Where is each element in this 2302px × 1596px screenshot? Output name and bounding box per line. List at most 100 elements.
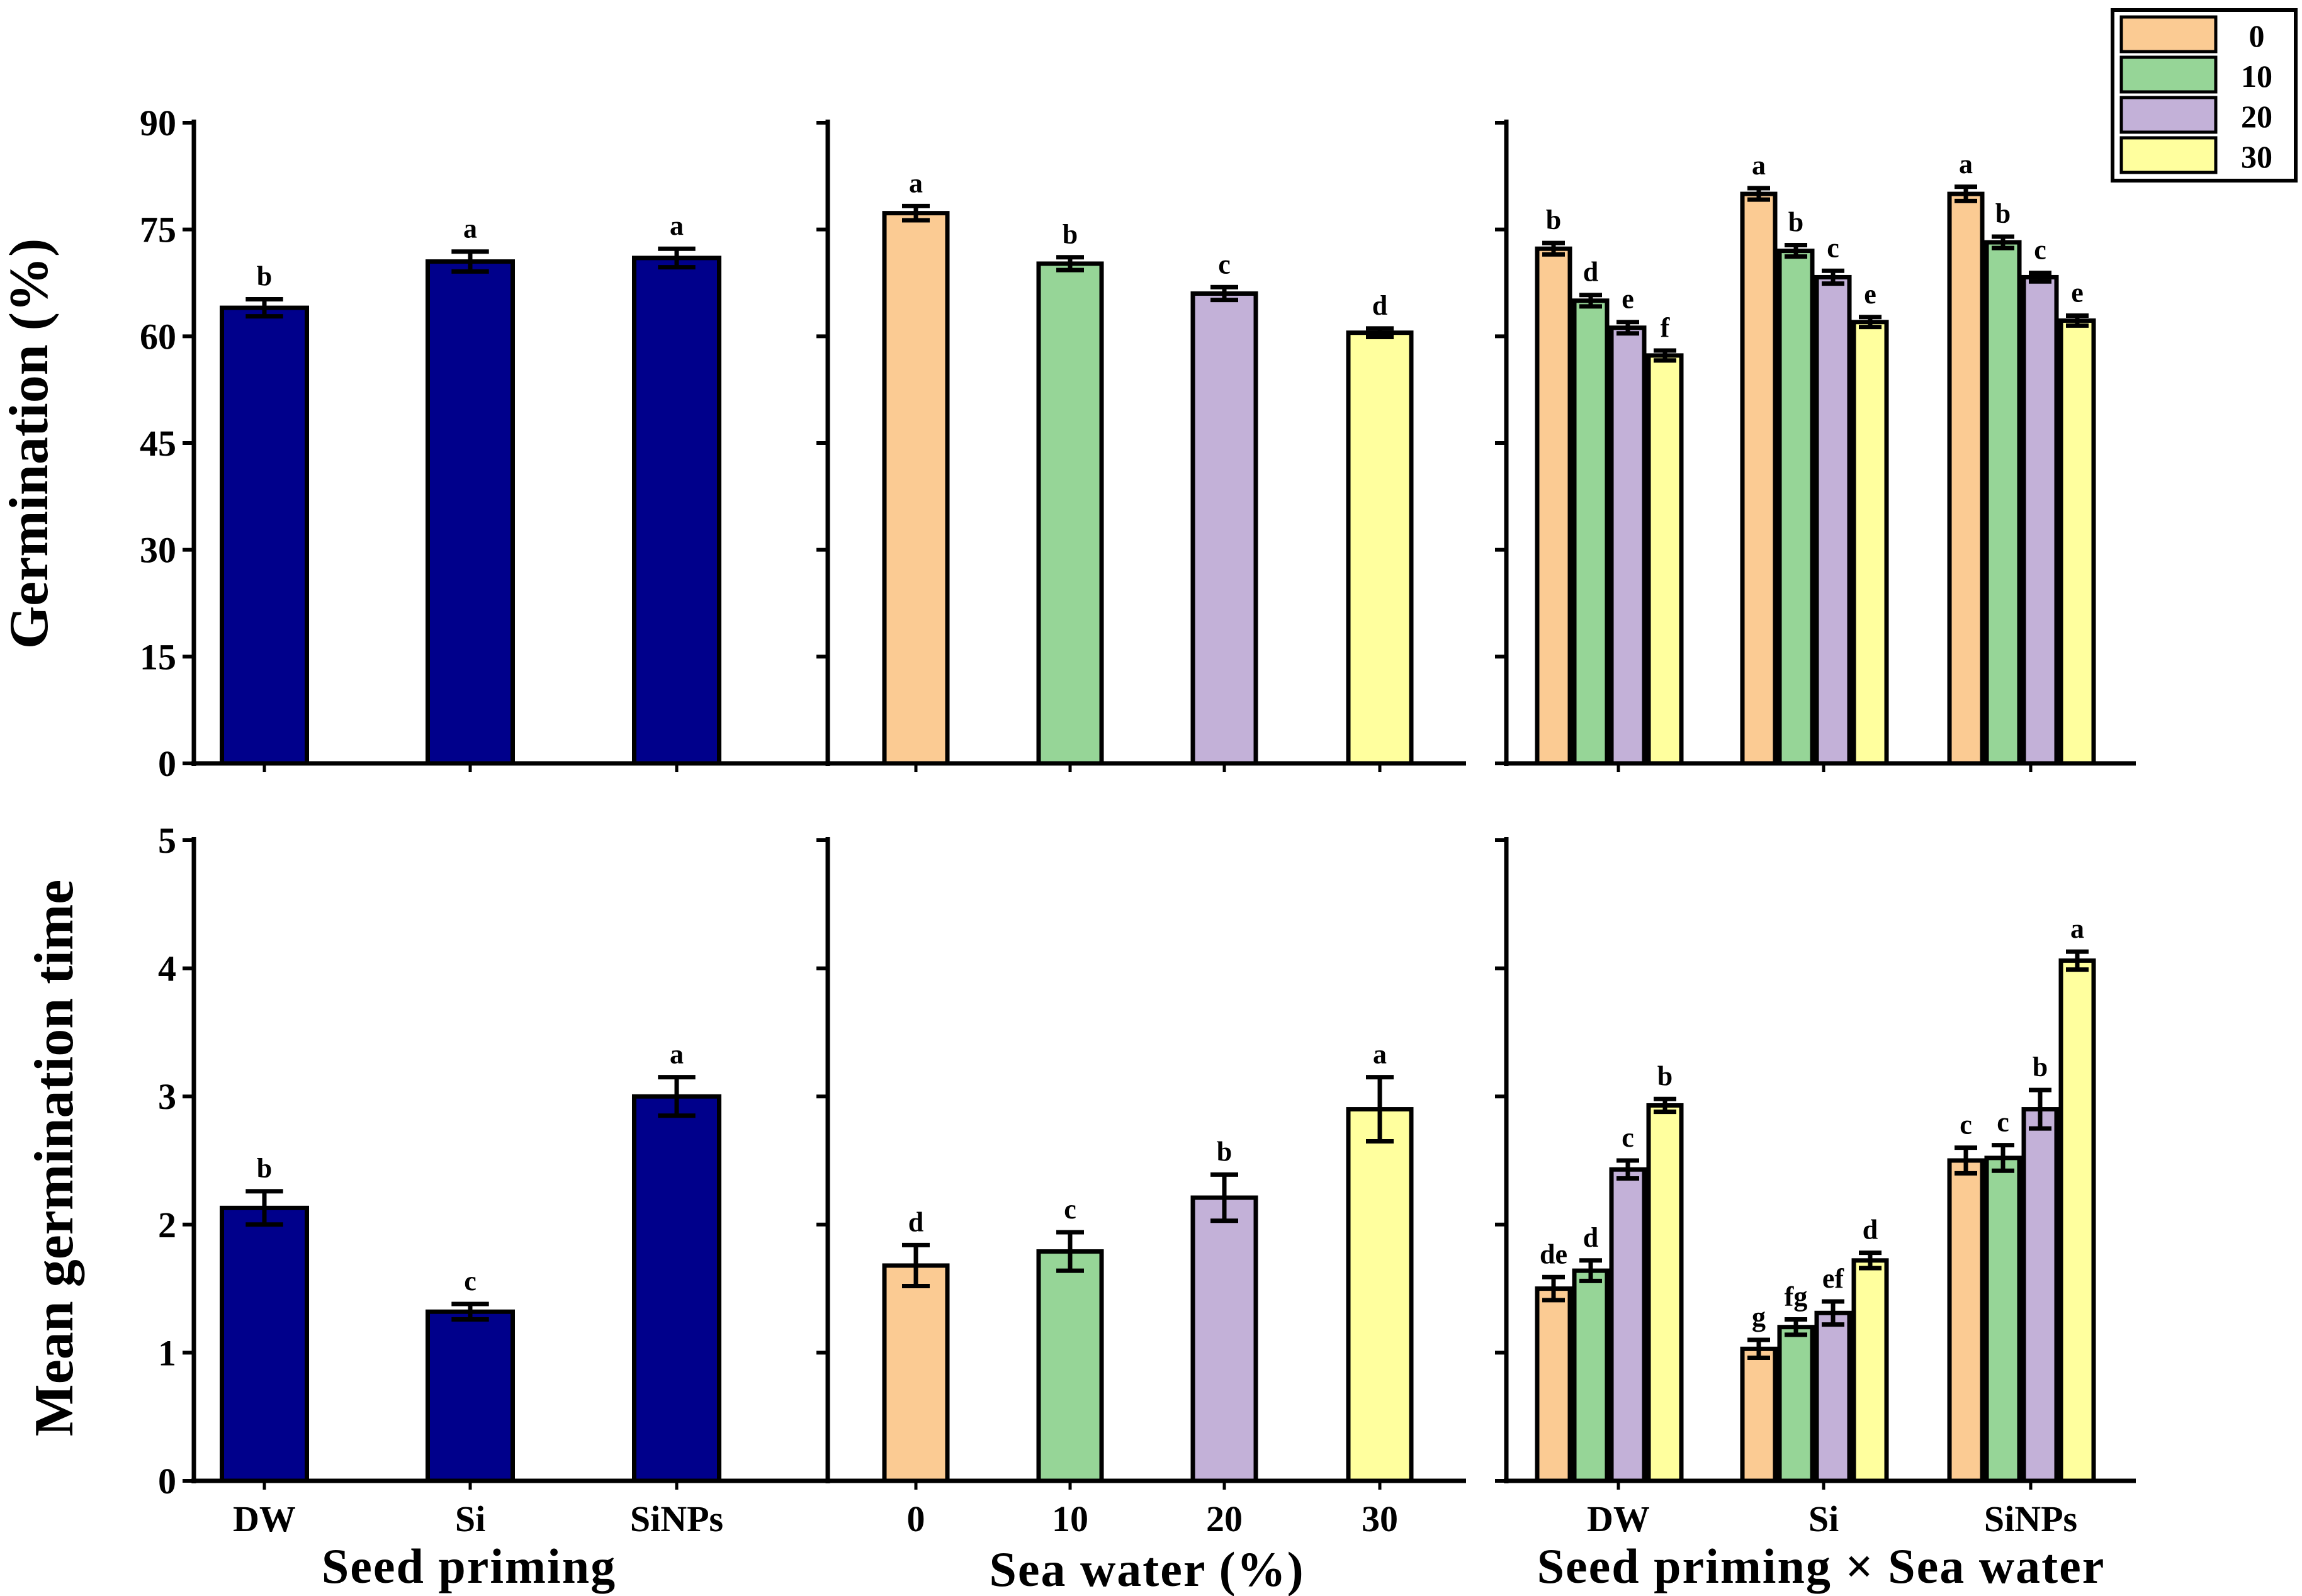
significance-letter: fg	[1785, 1281, 1808, 1312]
bar	[1814, 274, 1852, 766]
x-tick-label: 10	[1052, 1498, 1088, 1539]
bar	[220, 305, 309, 766]
bar	[1851, 1258, 1889, 1483]
significance-letter: a	[909, 167, 923, 198]
germination-seawater-panel: a b c d	[816, 120, 1466, 772]
mgt-seawater-panel: d 0 c 10 b 20 a 30	[816, 837, 1466, 1539]
bar	[426, 1309, 515, 1483]
y-tick-label: 15	[140, 636, 176, 677]
significance-letter: a	[2070, 913, 2084, 944]
bar	[1535, 1286, 1572, 1483]
bar	[1572, 298, 1610, 766]
legend-label-20: 20	[2241, 99, 2272, 134]
legend: 0 10 20 30	[2111, 8, 2298, 183]
bar	[1984, 240, 2022, 766]
bar	[1609, 1167, 1647, 1483]
y-tick-label: 60	[140, 316, 176, 357]
x-tick-label: DW	[233, 1498, 296, 1539]
significance-letter: a	[1959, 149, 1973, 179]
bar	[1814, 1310, 1852, 1483]
significance-letter: b	[257, 261, 272, 292]
significance-letter: c	[1960, 1110, 1972, 1140]
significance-letter: b	[1657, 1060, 1673, 1091]
significance-letter: b	[2033, 1052, 2048, 1082]
y-tick-label: 45	[140, 423, 176, 464]
significance-letter: f	[1661, 312, 1671, 343]
bar	[1535, 246, 1572, 766]
significance-letter: a	[670, 1039, 684, 1070]
bar	[1947, 1158, 1985, 1483]
significance-letter: c	[1064, 1194, 1076, 1225]
legend-swatch-10	[2119, 55, 2218, 94]
significance-letter: b	[1995, 198, 2011, 229]
x-tick-label: 20	[1206, 1498, 1243, 1539]
bar	[1777, 249, 1815, 766]
seed-priming-x-axis-title: Seed priming	[322, 1539, 616, 1593]
significance-letter: e	[2071, 278, 2084, 308]
legend-swatch-20	[2119, 96, 2218, 134]
bar	[1851, 320, 1889, 766]
bar	[1609, 325, 1647, 766]
bar	[1036, 1249, 1104, 1483]
x-tick-label: SiNPs	[1984, 1498, 2077, 1539]
legend-label-30: 30	[2241, 139, 2272, 174]
bar	[1190, 1195, 1258, 1483]
significance-letter: b	[1788, 207, 1803, 238]
y-tick-label: 3	[158, 1076, 176, 1117]
bar	[1190, 291, 1258, 766]
y-tick-label: 4	[158, 948, 176, 989]
bar	[1777, 1325, 1815, 1483]
y-tick-label: 90	[140, 103, 176, 143]
significance-letter: c	[1827, 232, 1839, 263]
x-tick-label: Si	[455, 1498, 485, 1539]
mgt-y-axis-title: Mean germination time	[24, 880, 85, 1437]
significance-letter: b	[1217, 1136, 1232, 1167]
bar	[1646, 353, 1684, 766]
bar	[882, 211, 950, 766]
legend-swatch-0	[2119, 15, 2218, 53]
y-tick-label: 75	[140, 210, 176, 250]
y-tick-label: 2	[158, 1205, 176, 1245]
y-tick-label: 1	[158, 1332, 176, 1373]
bar	[2058, 318, 2096, 766]
significance-letter: de	[1540, 1239, 1567, 1269]
bar	[1740, 191, 1778, 766]
bar	[2021, 1107, 2059, 1483]
significance-letter: d	[1372, 290, 1387, 321]
germination-y-axis-title: Germination (%)	[0, 239, 60, 649]
significance-letter: c	[464, 1266, 477, 1296]
significance-letter: a	[670, 210, 684, 241]
y-tick-label: 0	[158, 1461, 176, 1502]
bar	[1984, 1155, 2022, 1483]
legend-label-0: 0	[2249, 18, 2265, 53]
legend-label-10: 10	[2241, 59, 2272, 94]
y-tick-label: 30	[140, 530, 176, 571]
germination-priming-panel: 0 15 30 45 60 75 90 b a a	[140, 103, 830, 784]
interaction-x-axis-title: Seed priming × Sea water	[1537, 1539, 2106, 1593]
x-tick-label: 30	[1362, 1498, 1398, 1539]
bar	[1740, 1346, 1778, 1483]
significance-letter: a	[1373, 1039, 1387, 1070]
significance-letter: a	[463, 213, 477, 244]
y-tick-label: 0	[158, 743, 176, 784]
sea-water-x-axis-title: Sea water (%)	[989, 1542, 1304, 1596]
x-tick-label: DW	[1587, 1498, 1650, 1539]
bar	[1346, 1107, 1414, 1483]
significance-letter: e	[1622, 284, 1634, 315]
significance-letter: c	[1622, 1122, 1634, 1153]
bar	[2021, 274, 2059, 766]
significance-letter: g	[1752, 1301, 1766, 1332]
significance-letter: b	[257, 1153, 272, 1184]
significance-letter: ef	[1822, 1263, 1845, 1294]
significance-letter: b	[1063, 219, 1078, 250]
significance-letter: b	[1546, 205, 1561, 235]
x-tick-label: Si	[1808, 1498, 1839, 1539]
bar	[1646, 1103, 1684, 1483]
bar	[220, 1205, 309, 1483]
bar	[632, 1094, 721, 1483]
bar	[426, 259, 515, 766]
y-tick-label: 5	[158, 820, 176, 861]
significance-letter: c	[2034, 235, 2046, 266]
